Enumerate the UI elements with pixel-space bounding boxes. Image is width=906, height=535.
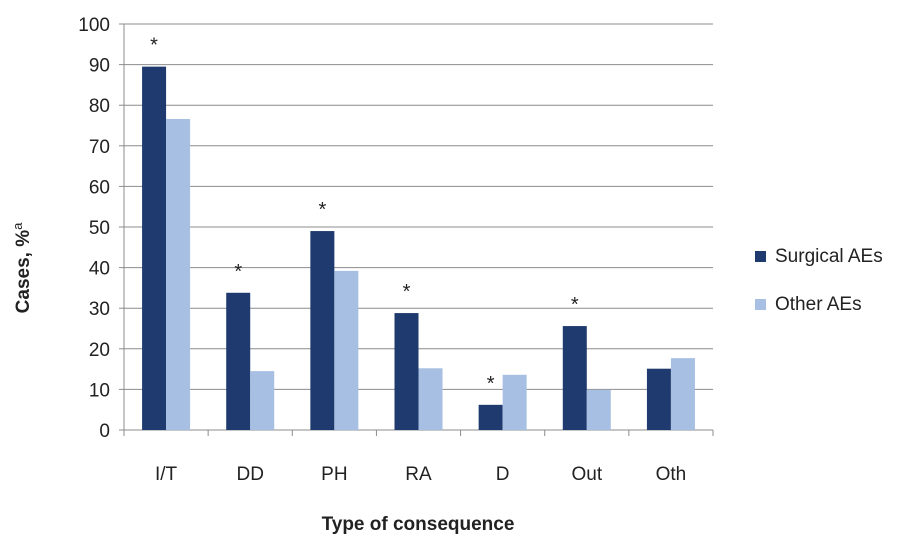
legend-label: Other AEs: [775, 294, 862, 315]
bar-other-6: [670, 358, 695, 430]
gridlines: [124, 23, 713, 390]
bar-other-1: [250, 371, 275, 430]
bars: [142, 66, 695, 430]
x-tick-label: D: [496, 464, 510, 485]
x-tick-label: PH: [321, 464, 347, 485]
bar-surgical-6: [646, 368, 671, 430]
y-tick-label: 70: [89, 137, 110, 158]
x-tick-label: Out: [571, 464, 602, 485]
bar-other-5: [586, 389, 611, 430]
y-tick-label: 20: [89, 340, 110, 361]
x-tick-label: I/T: [155, 464, 178, 485]
legend-label: Surgical AEs: [775, 246, 883, 267]
bar-surgical-0: [142, 66, 167, 430]
legend-swatch: [755, 251, 766, 262]
bar-surgical-4: [478, 404, 503, 430]
y-tick-label: 10: [89, 380, 110, 401]
y-tick-label: 100: [78, 15, 110, 36]
y-tick-label: 90: [89, 56, 110, 77]
bar-other-3: [418, 368, 443, 430]
significance-marker: *: [403, 281, 411, 303]
x-tick-label: Oth: [656, 464, 687, 485]
bar-surgical-1: [226, 292, 251, 430]
bar-other-0: [166, 119, 191, 430]
significance-marker: *: [318, 199, 326, 221]
y-tick-label: 50: [89, 218, 110, 239]
x-axis-label: Type of consequence: [322, 514, 515, 535]
y-tick-label: 60: [89, 177, 110, 198]
significance-marker: *: [234, 261, 242, 283]
significance-marker: *: [487, 373, 495, 395]
bar-surgical-3: [394, 313, 419, 430]
x-tick-label: DD: [236, 464, 263, 485]
bar-other-2: [334, 270, 359, 430]
bar-surgical-2: [310, 231, 335, 430]
bar-other-4: [502, 374, 527, 430]
x-axis-tick-labels: I/T DD PH RA D Out Oth: [155, 464, 686, 485]
x-tick-label: RA: [405, 464, 432, 485]
significance-marker: *: [571, 294, 579, 316]
y-axis-tick-labels: 0 10 20 30 40 50 60 70 80 90 100: [78, 15, 110, 442]
legend-swatch: [755, 299, 766, 310]
y-axis-label: Cases, %a: [10, 222, 34, 313]
y-axis-label-superscript: a: [10, 222, 25, 230]
y-tick-label: 0: [99, 421, 110, 442]
significance-markers: * * * * * *: [150, 35, 579, 395]
y-tick-label: 40: [89, 259, 110, 280]
y-tick-label: 30: [89, 299, 110, 320]
bar-surgical-5: [562, 326, 587, 430]
legend: Surgical AEs Other AEs: [755, 246, 883, 315]
y-tick-label: 80: [89, 96, 110, 117]
y-axis-label-text: Cases, %: [13, 230, 34, 314]
significance-marker: *: [150, 35, 158, 57]
